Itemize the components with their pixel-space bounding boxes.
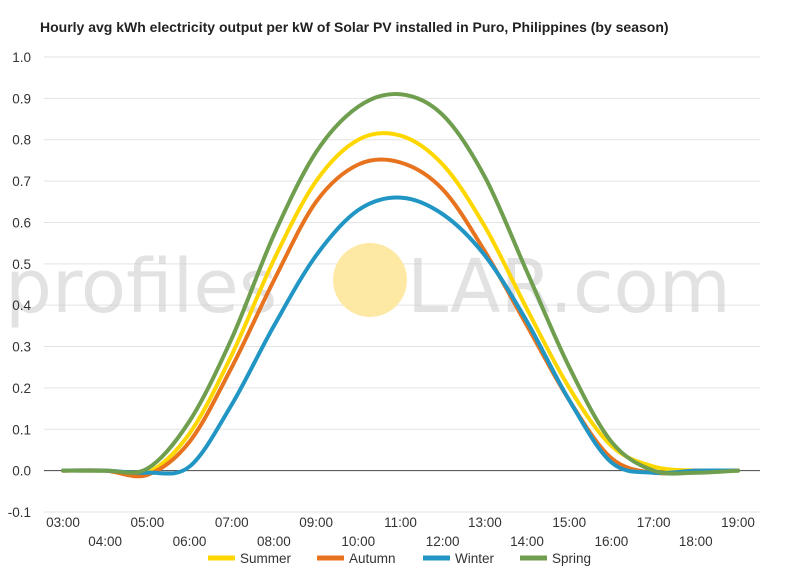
legend-label-summer: Summer	[240, 551, 292, 566]
y-tick-label: 0.0	[12, 464, 31, 479]
series-line-summer	[61, 131, 740, 478]
y-tick-label: 0.1	[12, 422, 31, 437]
y-tick-label: 0.7	[12, 174, 31, 189]
grid	[44, 56, 760, 513]
y-tick-label: 0.5	[12, 257, 31, 272]
x-tick-label: 12:00	[426, 534, 460, 549]
y-tick-label: 1.0	[12, 50, 31, 65]
chart-title: Hourly avg kWh electricity output per kW…	[40, 19, 669, 35]
x-tick-label: 15:00	[552, 515, 586, 530]
series-line-autumn	[61, 157, 740, 479]
x-tick-label: 17:00	[637, 515, 671, 530]
x-tick-label: 13:00	[468, 515, 502, 530]
x-tick-label: 16:00	[595, 534, 629, 549]
watermark-sun-icon	[333, 243, 407, 317]
x-tick-label: 09:00	[299, 515, 333, 530]
series-line-spring	[61, 91, 740, 476]
y-tick-label: 0.2	[12, 381, 31, 396]
series-line-winter	[61, 195, 740, 476]
series-lines	[61, 91, 740, 479]
legend-label-spring: Spring	[552, 551, 591, 566]
x-tick-label: 18:00	[679, 534, 713, 549]
x-tick-label: 07:00	[215, 515, 249, 530]
legend: Summer Autumn Winter Spring	[208, 551, 591, 566]
legend-label-winter: Winter	[455, 551, 495, 566]
x-tick-label: 03:00	[46, 515, 80, 530]
y-tick-label: 0.9	[12, 91, 31, 106]
x-tick-label: 04:00	[88, 534, 122, 549]
axes: -0.1 0.0 0.1 0.2 0.3 0.4 0.5 0.6 0.7 0.8 0.9 1.0 03:…	[8, 50, 760, 549]
y-tick-label: 0.8	[12, 133, 31, 148]
x-tick-label: 05:00	[130, 515, 164, 530]
watermark-text-before: profiles	[5, 244, 277, 330]
watermark-text-after: LAR.com	[407, 244, 731, 330]
x-tick-label: 08:00	[257, 534, 291, 549]
x-tick-label: 19:00	[721, 515, 755, 530]
x-tick-label: 10:00	[341, 534, 375, 549]
legend-label-autumn: Autumn	[349, 551, 396, 566]
y-tick-label: -0.1	[8, 505, 31, 520]
x-tick-label: 11:00	[384, 515, 417, 530]
x-tick-label: 06:00	[173, 534, 207, 549]
watermark: profiles LAR.com	[5, 243, 731, 330]
y-tick-label: 0.3	[12, 340, 31, 355]
y-tick-label: 0.4	[12, 298, 31, 313]
y-tick-label: 0.6	[12, 215, 31, 230]
x-tick-label: 14:00	[510, 534, 544, 549]
